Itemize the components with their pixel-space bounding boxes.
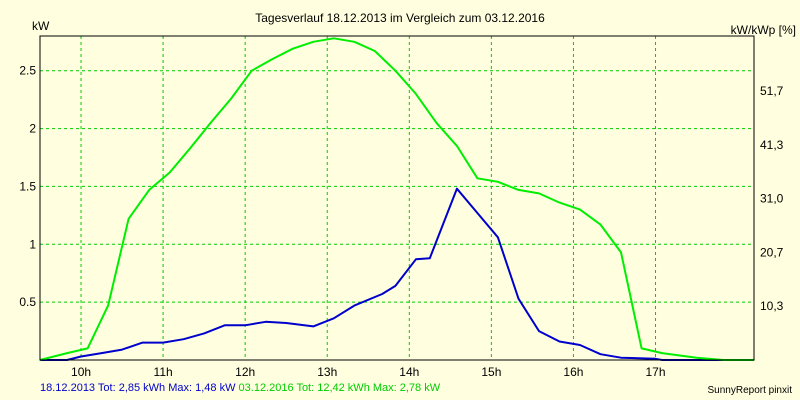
y-tick-label: 0.5	[19, 295, 36, 309]
y2-tick-label: 10,3	[760, 299, 784, 313]
y2-tick-label: 51,7	[760, 84, 784, 98]
y2-tick-label: 41,3	[760, 138, 784, 152]
x-tick-label: 14h	[399, 365, 419, 379]
series-layer	[39, 37, 754, 361]
x-tick-label: 11h	[154, 365, 173, 379]
y-tick-label: 2	[29, 122, 36, 136]
x-tick-label: 16h	[563, 365, 583, 379]
chart-title: Tagesverlauf 18.12.2013 im Vergleich zum…	[255, 11, 545, 25]
y-tick-label: 2.5	[19, 64, 36, 78]
y-axis-left-label: kW	[32, 19, 50, 33]
footer-summary: 18.12.2013 Tot: 2,85 kWh Max: 1,48 kW 03…	[40, 382, 440, 394]
x-tick-label: 15h	[481, 365, 501, 379]
series-line-2	[39, 37, 754, 361]
x-tick-label: 10h	[71, 365, 91, 379]
series-line-1	[40, 187, 754, 361]
y2-tick-label: 31,0	[760, 192, 784, 206]
plot-area	[40, 36, 754, 360]
grid	[40, 36, 754, 360]
x-tick-label: 17h	[646, 365, 666, 379]
series-1-summary: 18.12.2013 Tot: 2,85 kWh Max: 1,48 kW	[40, 382, 236, 394]
credit-text: SunnyReport pinxit	[707, 385, 793, 396]
x-tick-label: 13h	[317, 365, 337, 379]
y-axis-right-label: kW/kWp [%]	[731, 23, 796, 37]
y-tick-label: 1.5	[19, 179, 36, 193]
axes: 10h 11h 12h 13h 14h 15h 16h 17h 0.5 1 1.5 2 2.5 10,3 2…	[19, 64, 783, 379]
y-tick-label: 1	[29, 237, 36, 251]
x-tick-label: 12h	[235, 365, 255, 379]
series-2-summary: 03.12.2016 Tot: 12,42 kWh Max: 2,78 kW	[238, 382, 441, 394]
plot-frame	[39, 35, 755, 361]
y2-tick-label: 20,7	[760, 245, 784, 259]
